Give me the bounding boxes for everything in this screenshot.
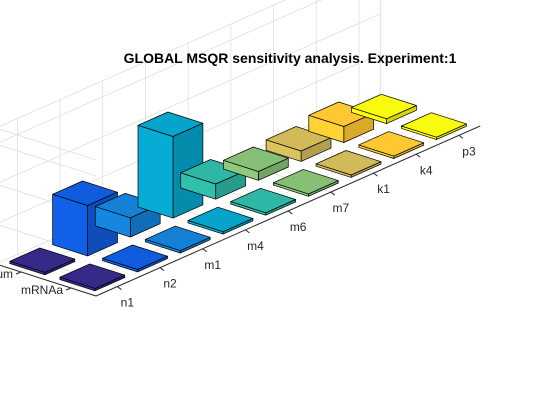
bar-top-face — [59, 263, 126, 289]
bar-m7-Lum — [223, 146, 289, 181]
x-tick-label: n2 — [163, 277, 177, 291]
grid-line-back — [0, 0, 323, 143]
x-tick-label: k4 — [420, 163, 433, 177]
bar-m7-mRNAa — [273, 169, 339, 197]
box-edge — [0, 0, 287, 127]
x-tick-mark — [415, 153, 421, 158]
x-tick-label: m7 — [333, 201, 350, 215]
bar-p3-mRNAa — [401, 112, 467, 140]
bar-p3-Lum — [351, 93, 417, 124]
label-layer: 0510n1n2m1m4m6m7k1k4p3mRNAaLum — [0, 144, 476, 309]
y-tick-mark — [65, 287, 72, 291]
chart-title: GLOBAL MSQR sensitivity analysis. Experi… — [124, 50, 457, 66]
bar-layer — [9, 93, 467, 292]
x-tick-label: n1 — [121, 296, 135, 310]
grid-line-side — [0, 144, 97, 177]
x-tick-label: p3 — [462, 144, 476, 158]
bar-top-face — [223, 146, 289, 172]
x-tick-label: m1 — [204, 258, 221, 272]
bar-m6-mRNAa — [230, 187, 296, 216]
bar-top-face — [187, 206, 254, 233]
bar-top-face — [137, 111, 204, 137]
bar-top-face — [358, 131, 425, 157]
x-tick-label: m4 — [247, 239, 264, 253]
y-axis-line — [0, 264, 97, 297]
grid-line-back — [0, 13, 381, 183]
bar-m4-Lum — [137, 111, 204, 219]
bar-n1-mRNAa — [59, 263, 126, 292]
bar-top-face — [351, 93, 417, 120]
x-tick-mark — [330, 191, 336, 196]
bar-top-face — [52, 180, 118, 206]
bar-k4-mRNAa — [358, 131, 425, 159]
y-tick-mark — [15, 271, 22, 275]
bar-top-face — [102, 244, 168, 270]
bar-n1-Lum — [9, 247, 76, 276]
bar-top-face — [9, 247, 76, 273]
bar-side-face — [137, 124, 174, 219]
x-tick-mark — [245, 229, 250, 234]
y-tick-label: mRNAa — [21, 283, 63, 297]
x-tick-mark — [458, 134, 464, 139]
bar-top-face — [230, 187, 296, 214]
y-tick-label: Lum — [0, 267, 13, 281]
bar-k4-Lum — [308, 101, 375, 143]
bar-top-face — [401, 112, 467, 138]
x-tick-mark — [117, 286, 122, 290]
bar-top-face — [273, 169, 339, 195]
axis-layer — [0, 125, 481, 297]
bar-m4-mRNAa — [187, 206, 254, 235]
x-tick-mark — [287, 210, 293, 215]
x-tick-label: m6 — [290, 220, 307, 234]
x-tick-label: k1 — [377, 182, 390, 196]
box-edge — [0, 128, 97, 161]
bar-top-face — [315, 150, 382, 176]
x-tick-mark — [159, 267, 165, 272]
bar-top-face — [144, 225, 211, 251]
bar-k1-mRNAa — [315, 150, 382, 178]
x-tick-mark — [202, 248, 208, 253]
bar-m1-mRNAa — [144, 225, 211, 254]
bar-n2-mRNAa — [102, 244, 168, 273]
x-tick-mark — [373, 172, 378, 177]
